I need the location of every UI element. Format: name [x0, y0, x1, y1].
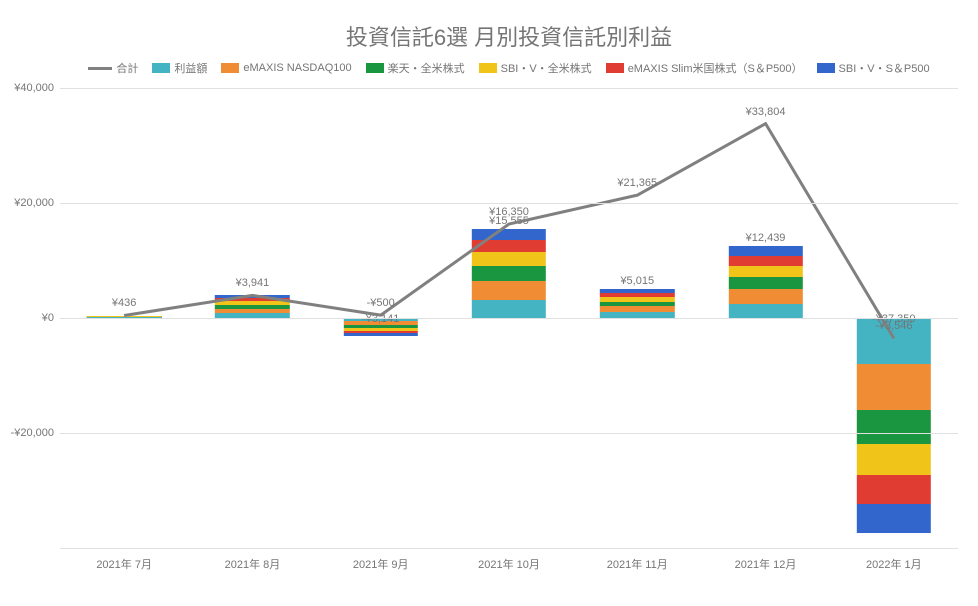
bar-segment — [857, 475, 931, 504]
bar-segment — [728, 289, 802, 303]
legend-label: eMAXIS NASDAQ100 — [243, 62, 351, 74]
legend-swatch-box — [152, 63, 170, 73]
y-tick-label: ¥0 — [42, 312, 60, 324]
chart-container: 投資信託6選 月別投資信託別利益 合計 利益額 eMAXIS NASDAQ100 楽天… — [0, 0, 978, 606]
legend-item: 合計 — [88, 60, 138, 76]
gridline — [60, 88, 958, 89]
x-tick-label: 2021年 11月 — [573, 548, 701, 572]
y-tick-label: -¥20,000 — [11, 427, 60, 439]
legend-swatch-box — [479, 63, 497, 73]
line-value-label: ¥436 — [112, 297, 136, 309]
legend-item: eMAXIS Slim米国株式（S＆P500） — [606, 60, 803, 76]
x-tick-label: 2021年 12月 — [701, 548, 829, 572]
x-tick-label: 2021年 7月 — [60, 548, 188, 572]
x-axis: 2021年 7月2021年 8月2021年 9月2021年 10月2021年 1… — [60, 548, 958, 572]
bar-value-label: -¥3,141 — [362, 313, 399, 325]
x-tick-label: 2021年 9月 — [317, 548, 445, 572]
bar-stack-negative — [857, 318, 931, 533]
y-tick-label: ¥40,000 — [14, 82, 60, 94]
bar-segment — [728, 256, 802, 266]
bar-segment — [472, 266, 546, 281]
legend-swatch-box — [606, 63, 624, 73]
legend-item: SBI・V・全米株式 — [479, 60, 592, 76]
bar-segment — [344, 333, 418, 336]
legend: 合計 利益額 eMAXIS NASDAQ100 楽天・全米株式 SBI・V・全米株式 eM… — [60, 60, 958, 76]
legend-swatch-box — [366, 63, 384, 73]
line-value-label: ¥21,365 — [617, 177, 657, 189]
bar-segment — [472, 300, 546, 318]
legend-label: eMAXIS Slim米国株式（S＆P500） — [628, 60, 803, 76]
legend-item: 利益額 — [152, 60, 207, 76]
bar-segment — [472, 252, 546, 267]
legend-label: SBI・V・S＆P500 — [839, 60, 930, 76]
bar-stack-positive — [600, 289, 674, 318]
legend-label: 利益額 — [174, 60, 207, 76]
bar-segment — [728, 246, 802, 255]
plot-area: -¥3,141¥15,555¥5,015¥12,439-¥37,350 2021… — [60, 88, 958, 548]
bar-value-label: ¥5,015 — [620, 275, 654, 289]
bar-segment — [857, 364, 931, 410]
gridline — [60, 433, 958, 434]
bar-stack-positive — [728, 246, 802, 318]
bar-segment — [472, 240, 546, 251]
legend-swatch-box — [817, 63, 835, 73]
x-tick-label: 2021年 8月 — [188, 548, 316, 572]
line-value-label: -¥500 — [367, 297, 395, 309]
bar-stack-positive — [472, 229, 546, 318]
legend-item: 楽天・全米株式 — [366, 60, 465, 76]
bar-segment — [857, 444, 931, 475]
line-value-label: ¥33,804 — [746, 106, 786, 118]
line-value-label: -¥3,546 — [875, 320, 912, 332]
x-tick-label: 2022年 1月 — [830, 548, 958, 572]
chart-title: 投資信託6選 月別投資信託別利益 — [60, 20, 958, 52]
gridline — [60, 548, 958, 549]
gridline — [60, 318, 958, 319]
bar-segment — [728, 277, 802, 289]
legend-label: 楽天・全米株式 — [388, 60, 465, 76]
bar-segment — [728, 266, 802, 277]
legend-item: eMAXIS NASDAQ100 — [221, 60, 351, 76]
legend-label: SBI・V・全米株式 — [501, 60, 592, 76]
bar-segment — [472, 229, 546, 240]
gridline — [60, 203, 958, 204]
legend-swatch-box — [221, 63, 239, 73]
bar-segment — [728, 304, 802, 318]
bar-value-label: ¥12,439 — [746, 232, 786, 246]
bar-segment — [857, 410, 931, 444]
line-value-label: ¥16,350 — [489, 206, 529, 218]
bar-stack-positive — [215, 295, 289, 318]
legend-label: 合計 — [116, 60, 138, 76]
line-value-label: ¥3,941 — [236, 277, 270, 289]
bar-segment — [857, 504, 931, 533]
legend-swatch-line — [88, 67, 112, 70]
x-tick-label: 2021年 10月 — [445, 548, 573, 572]
bar-segment — [472, 281, 546, 299]
legend-item: SBI・V・S＆P500 — [817, 60, 930, 76]
y-tick-label: ¥20,000 — [14, 197, 60, 209]
